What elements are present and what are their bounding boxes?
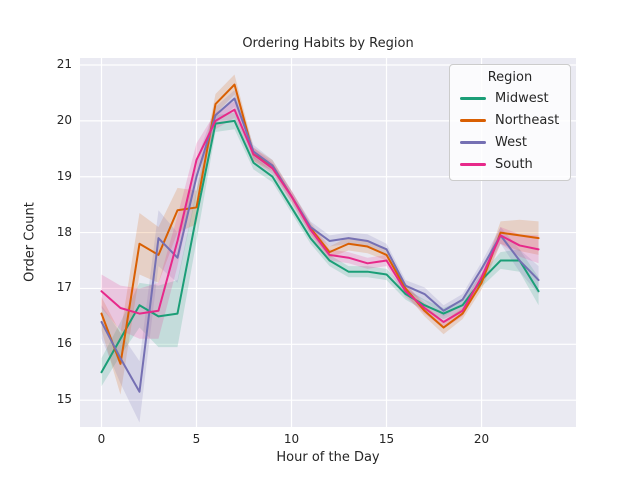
x-axis-label: Hour of the Day bbox=[276, 450, 380, 465]
y-tick-label: 20 bbox=[56, 112, 72, 127]
legend-line-swatch-midwest bbox=[460, 96, 486, 100]
line-south bbox=[100, 108, 540, 323]
line-midwest bbox=[100, 119, 540, 374]
y-tick-label: 17 bbox=[56, 280, 72, 295]
y-tick-label: 15 bbox=[56, 392, 72, 407]
legend: Region Midwest Northeast West South bbox=[449, 64, 571, 181]
line-northeast bbox=[100, 83, 540, 365]
x-tick-label: 20 bbox=[473, 432, 490, 446]
legend-item-midwest: Midwest bbox=[450, 87, 570, 109]
legend-title: Region bbox=[487, 70, 533, 85]
legend-line-swatch-west bbox=[460, 140, 486, 144]
ci-band-south bbox=[101, 101, 539, 339]
legend-item-northeast: Northeast bbox=[450, 109, 570, 131]
y-tick-label: 18 bbox=[56, 224, 72, 239]
legend-line-swatch-south bbox=[460, 162, 486, 166]
y-tick-label: 21 bbox=[56, 56, 72, 71]
legend-label-west: West bbox=[495, 134, 527, 150]
x-tick-label: 15 bbox=[378, 432, 395, 446]
legend-line-swatch-northeast bbox=[460, 118, 486, 122]
chart-title: Ordering Habits by Region bbox=[242, 36, 414, 51]
legend-item-west: West bbox=[450, 131, 570, 153]
y-axis-label: Order Count bbox=[22, 202, 38, 282]
x-tick-label: 10 bbox=[283, 432, 300, 446]
y-tick-label: 19 bbox=[56, 168, 72, 183]
legend-item-south: South bbox=[450, 153, 570, 175]
legend-label-south: South bbox=[495, 156, 533, 172]
x-tick-label: 5 bbox=[192, 432, 201, 446]
y-tick-label: 16 bbox=[56, 336, 72, 351]
legend-label-midwest: Midwest bbox=[495, 90, 549, 106]
x-tick-label: 0 bbox=[97, 432, 106, 446]
legend-label-northeast: Northeast bbox=[495, 112, 560, 128]
